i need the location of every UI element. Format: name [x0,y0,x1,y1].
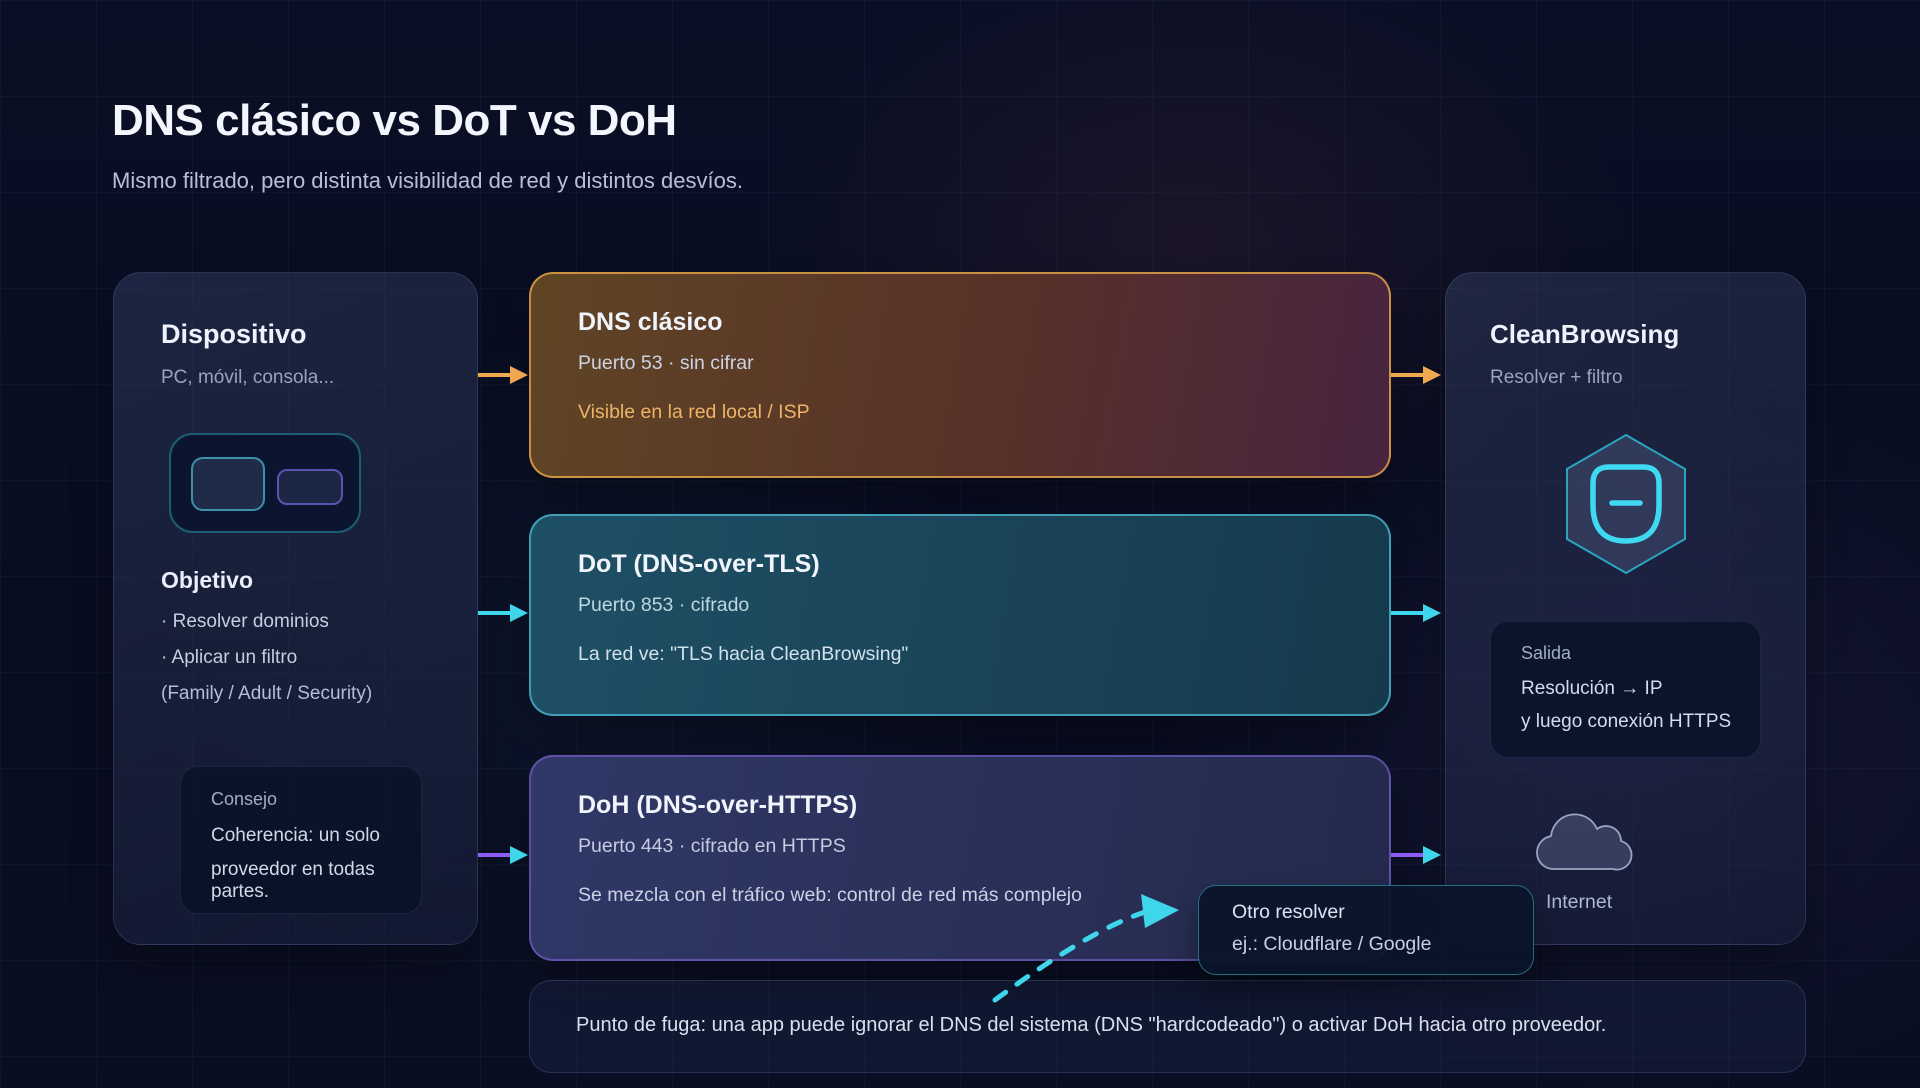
internet-label: Internet [1546,891,1613,913]
salida-label: Salida [1521,643,1572,663]
pc-screen-icon [191,457,265,511]
page-subtitle: Mismo filtrado, pero distinta visibilida… [112,168,743,193]
dot-detail: La red ve: "TLS hacia CleanBrowsing" [578,643,909,665]
dns-to-resolver-arrow-icon [1391,366,1441,384]
dns-clasico-detail: Visible en la red local / ISP [578,401,810,423]
salida-line: y luego conexión HTTPS [1521,711,1732,732]
dns-clasico-title: DNS clásico [578,308,723,336]
cleanbrowsing-logo-icon [1564,432,1688,576]
objective-bullet: · Aplicar un filtro [161,647,298,668]
cleanbrowsing-card: CleanBrowsing Resolver + filtro Salida R… [1445,272,1806,945]
leak-note-card: Punto de fuga: una app puede ignorar el … [529,980,1806,1073]
tip-label: Consejo [211,789,278,809]
other-resolver-title: Otro resolver [1232,901,1345,923]
dns-clasico-port: Puerto 53 · sin cifrar [578,352,754,374]
device-to-dns-arrow-icon [478,366,528,384]
dns-clasico-card: DNS clásico Puerto 53 · sin cifrar Visib… [529,272,1391,478]
salida-line: Resolución → IP [1521,678,1663,699]
other-resolver-example: ej.: Cloudflare / Google [1232,933,1432,955]
objective-note: (Family / Adult / Security) [161,683,373,704]
dot-to-resolver-arrow-icon [1391,604,1441,622]
page-title: DNS clásico vs DoT vs DoH [112,96,677,145]
devices-icon [169,433,361,533]
cloud-icon [1529,811,1635,879]
tip-line: proveedor en todas partes. [211,859,375,902]
dot-port: Puerto 853 · cifrado [578,594,750,616]
device-card-subtitle: PC, móvil, consola... [161,367,335,388]
doh-title: DoH (DNS-over-HTTPS) [578,791,858,819]
cleanbrowsing-subtitle: Resolver + filtro [1490,367,1623,388]
doh-card: DoH (DNS-over-HTTPS) Puerto 443 · cifrad… [529,755,1391,961]
objective-title: Objetivo [161,567,254,593]
mobile-screen-icon [277,469,343,505]
doh-port: Puerto 443 · cifrado en HTTPS [578,835,846,857]
device-card-title: Dispositivo [161,319,307,349]
objective-bullet: · Resolver dominios [161,611,329,632]
other-resolver-card: Otro resolver ej.: Cloudflare / Google [1198,885,1534,975]
dot-card: DoT (DNS-over-TLS) Puerto 853 · cifrado … [529,514,1391,716]
tip-card: Consejo Coherencia: un solo proveedor en… [180,766,422,914]
device-card: Dispositivo PC, móvil, consola... Objeti… [113,272,478,945]
salida-card: Salida Resolución → IP y luego conexión … [1490,621,1761,758]
device-to-dot-arrow-icon [478,604,528,622]
dot-title: DoT (DNS-over-TLS) [578,550,820,578]
doh-detail: Se mezcla con el tráfico web: control de… [578,884,1082,906]
leak-arrow-icon [992,894,1179,1003]
tip-line: Coherencia: un solo [211,825,380,846]
cleanbrowsing-title: CleanBrowsing [1490,319,1680,349]
device-to-doh-arrow-icon [478,846,528,864]
leak-note-text: Punto de fuga: una app puede ignorar el … [576,1014,1607,1036]
doh-to-resolver-arrow-icon [1391,846,1441,864]
